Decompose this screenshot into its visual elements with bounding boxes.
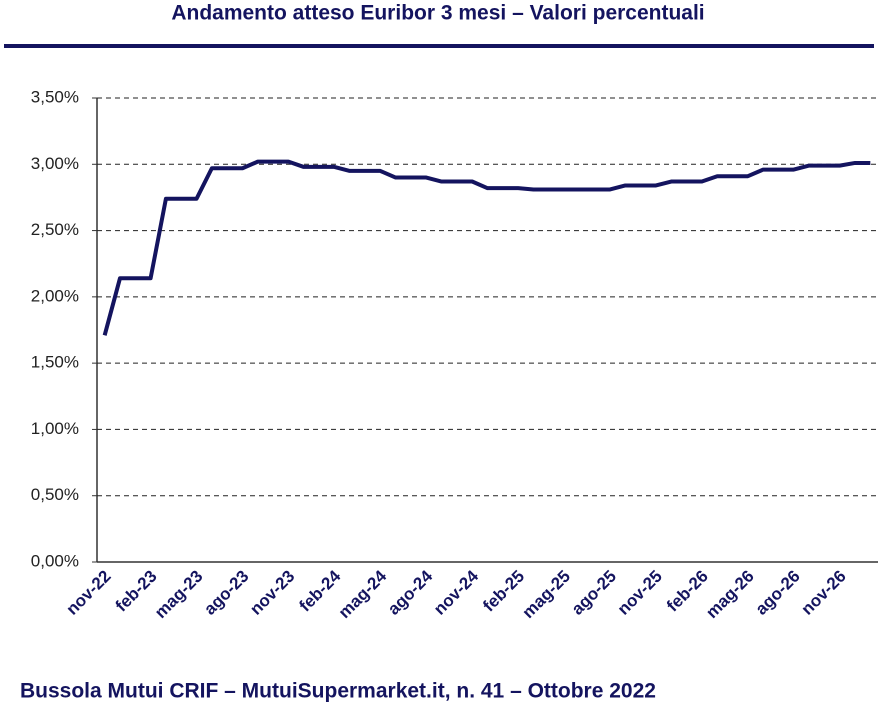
x-tick-label: nov-25 — [614, 567, 666, 619]
x-tick-label: nov-22 — [62, 567, 114, 619]
y-tick-label: 3,00% — [31, 154, 79, 173]
x-tick-label: nov-24 — [430, 566, 483, 619]
x-tick-label: nov-23 — [246, 567, 298, 619]
chart-title: Andamento atteso Euribor 3 mesi – Valori… — [171, 2, 704, 25]
x-tick-label: nov-26 — [798, 567, 850, 619]
y-tick-label: 2,00% — [31, 286, 79, 305]
y-tick-label: 2,50% — [31, 220, 79, 239]
y-tick-label: 3,50% — [31, 87, 79, 106]
x-tick-label: mag-25 — [519, 567, 575, 623]
y-tick-label: 0,50% — [31, 485, 79, 504]
footer: Bussola Mutui CRIF – MutuiSupermarket.it… — [20, 680, 656, 703]
y-tick-label: 1,50% — [31, 353, 79, 372]
x-tick-label: mag-26 — [702, 567, 758, 623]
x-tick-label: ago-26 — [752, 567, 804, 619]
x-tick-label: ago-25 — [568, 567, 620, 619]
x-tick-label: mag-23 — [151, 567, 207, 623]
x-tick-label: ago-23 — [200, 567, 252, 619]
x-tick-label: ago-24 — [384, 566, 437, 619]
y-tick-label: 1,00% — [31, 419, 79, 438]
y-tick-label: 0,00% — [31, 551, 79, 570]
x-tick-label: mag-24 — [335, 566, 391, 622]
series-line — [102, 159, 871, 336]
